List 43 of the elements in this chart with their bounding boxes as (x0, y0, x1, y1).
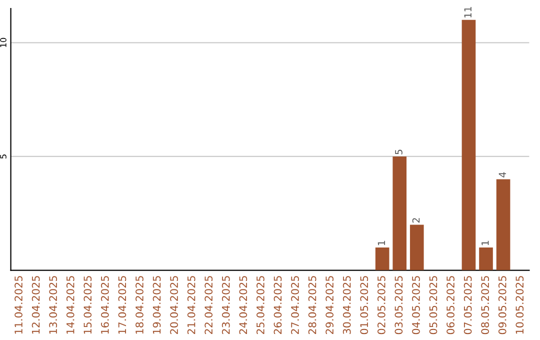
data-label: 5 (395, 150, 402, 154)
data-label: 4 (498, 172, 506, 178)
x-tick-label: 13.04.2025 (49, 276, 58, 334)
y-tick-label: 10 (0, 38, 6, 48)
x-tick-label: 14.04.2025 (66, 276, 74, 334)
x-tick-label: 20.04.2025 (170, 276, 178, 334)
x-tick-label: 08.05.2025 (481, 276, 490, 334)
x-tick-label: 16.04.2025 (100, 276, 109, 334)
bar (462, 20, 476, 270)
bar (479, 248, 493, 270)
x-tick-label: 15.04.2025 (84, 276, 92, 334)
x-tick-label: 18.04.2025 (136, 276, 144, 334)
x-tick-label: 02.05.2025 (377, 276, 386, 334)
x-tick-label: 27.04.2025 (291, 276, 299, 334)
x-tick-label: 30.04.2025 (342, 276, 351, 334)
x-tick-label: 29.04.2025 (326, 276, 334, 334)
x-tick-label: 05.05.2025 (429, 276, 438, 334)
x-tick-label: 03.05.2025 (394, 276, 403, 334)
x-tick-label: 19.04.2025 (152, 276, 161, 334)
data-label: 11 (464, 7, 472, 18)
data-label: 1 (482, 240, 489, 246)
x-tick-label: 28.04.2025 (308, 276, 316, 334)
data-label: 2 (412, 218, 420, 223)
x-tick-label: 17.04.2025 (118, 276, 126, 334)
x-tick-label: 01.05.2025 (360, 276, 368, 334)
bar (375, 248, 390, 270)
x-tick-label: 22.04.2025 (204, 276, 213, 334)
x-tick-label: 23.04.2025 (222, 276, 230, 334)
x-tick-label: 04.05.2025 (412, 276, 420, 334)
x-tick-label: 24.04.2025 (239, 276, 248, 334)
x-tick-label: 06.05.2025 (446, 276, 454, 334)
bar (410, 224, 424, 270)
bar (392, 156, 407, 270)
x-tick-label: 11.04.2025 (14, 276, 22, 334)
x-tick-label: 10.05.2025 (516, 276, 524, 334)
x-tick-label: 26.04.2025 (274, 276, 282, 334)
x-tick-label: 21.04.2025 (187, 276, 196, 334)
x-tick-label: 09.05.2025 (498, 276, 506, 334)
data-label: 1 (378, 240, 386, 246)
x-tick-label: 25.04.2025 (256, 276, 264, 334)
bar (496, 179, 510, 270)
x-tick-label: 12.04.2025 (32, 276, 40, 334)
x-tick-label: 07.05.2025 (464, 276, 472, 334)
